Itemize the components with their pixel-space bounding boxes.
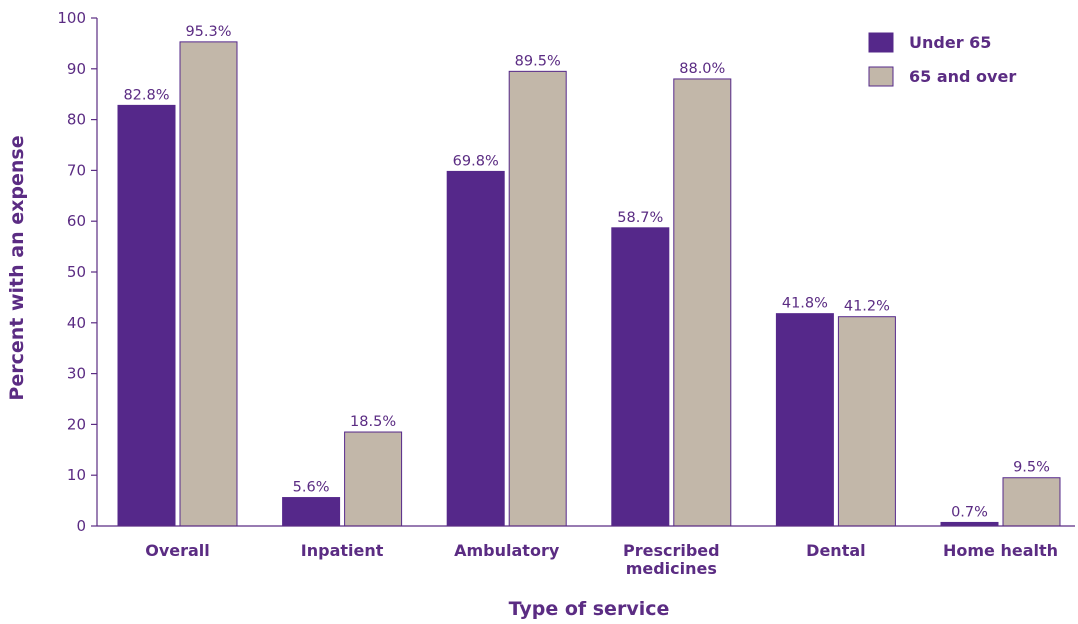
bar <box>117 104 176 527</box>
data-label: 18.5% <box>350 414 396 430</box>
data-label: 88.0% <box>679 61 725 77</box>
bars <box>117 41 1061 527</box>
value-labels: 82.8% 5.6% 69.8% 58.7% 41.8% 0.7% 95.3% 18.5% 89… <box>123 24 1049 521</box>
y-axis-ticks: 0 10 20 30 40 50 60 70 80 90 100 <box>57 9 97 535</box>
bar <box>344 431 403 527</box>
category-labels: Overall Inpatient Ambulatory Prescribed medi… <box>145 541 1058 578</box>
y-tick-label: 70 <box>67 161 86 179</box>
bar <box>837 316 896 527</box>
legend-swatch-under-65 <box>868 32 894 53</box>
data-label: 82.8% <box>123 87 169 103</box>
bar <box>1002 477 1061 527</box>
data-label: 0.7% <box>951 504 988 520</box>
bar <box>179 41 238 527</box>
legend-label-65-and-over: 65 and over <box>909 67 1016 86</box>
x-tick-label: Prescribed medicines <box>623 541 720 578</box>
bar <box>775 313 834 527</box>
data-label: 9.5% <box>1013 460 1050 476</box>
data-label: 5.6% <box>293 480 330 496</box>
y-axis-title: Percent with an expense <box>6 135 28 400</box>
y-tick-label: 100 <box>57 9 86 27</box>
bar <box>611 227 670 527</box>
y-tick-label: 80 <box>67 111 86 129</box>
legend-label-under-65: Under 65 <box>909 33 991 52</box>
x-tick-label: Overall <box>145 541 210 560</box>
bar <box>446 170 505 527</box>
data-label: 41.8% <box>782 296 828 312</box>
bar <box>673 78 732 527</box>
data-label: 69.8% <box>453 153 499 169</box>
legend: Under 65 65 and over <box>868 32 1016 87</box>
data-label: 41.2% <box>844 299 890 315</box>
y-tick-label: 50 <box>67 263 86 281</box>
bar <box>508 70 567 527</box>
y-tick-label: 30 <box>67 365 86 383</box>
y-tick-label: 10 <box>67 466 86 484</box>
x-axis-title: Type of service <box>509 598 670 620</box>
bar <box>282 497 341 527</box>
y-tick-label: 40 <box>67 314 86 332</box>
x-tick-label: Dental <box>806 541 865 560</box>
y-tick-label: 20 <box>67 415 86 433</box>
data-label: 58.7% <box>617 210 663 226</box>
x-tick-label: Ambulatory <box>454 541 560 560</box>
data-label: 95.3% <box>185 24 231 40</box>
y-tick-label: 0 <box>76 517 86 535</box>
legend-swatch-65-and-over <box>868 66 894 87</box>
x-tick-label: Inpatient <box>301 541 384 560</box>
x-tick-label: Home health <box>943 541 1058 560</box>
data-label: 89.5% <box>515 53 561 69</box>
y-tick-label: 60 <box>67 212 86 230</box>
y-tick-label: 90 <box>67 60 86 78</box>
